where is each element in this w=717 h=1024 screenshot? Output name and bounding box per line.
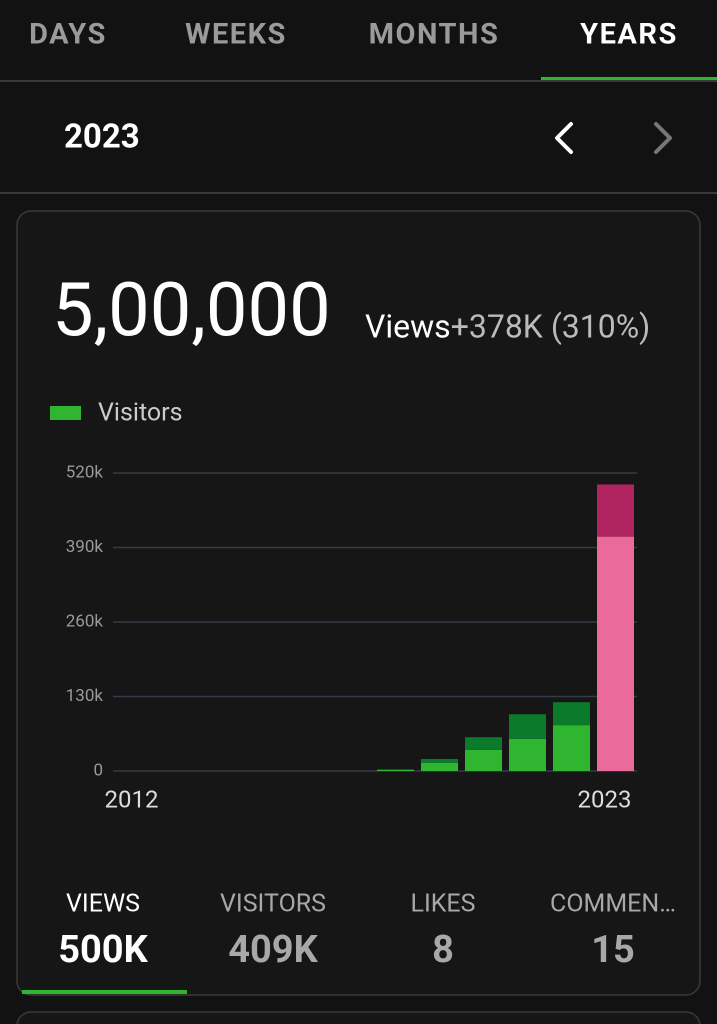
bar-segment	[465, 737, 502, 750]
tab-indicator	[541, 77, 717, 81]
summary: 5,00,000 Views +378K (310%)	[52, 268, 651, 355]
y-tick-label: 260k	[66, 611, 104, 631]
bar-segment	[553, 725, 590, 771]
tab[interactable]: MONTHS	[369, 18, 500, 52]
legend-swatch	[50, 406, 81, 420]
stat-label[interactable]: LIKES	[410, 890, 475, 919]
change: +378K (310%)	[451, 307, 651, 345]
bar-segment	[377, 769, 414, 771]
y-tick-label: 0	[93, 760, 103, 780]
next-card	[16, 1011, 701, 1024]
stats: VIEWS 500K VISITORS 409K LIKES 8 COMMEN… 15	[22, 890, 676, 994]
stat-label[interactable]: VIEWS	[66, 890, 140, 919]
legend-label: Visitors	[98, 399, 183, 428]
x-tick-label: 2023	[578, 785, 632, 813]
bar-segment	[597, 536, 634, 771]
unit: Views	[365, 307, 451, 345]
stat-value[interactable]: 409K	[228, 928, 318, 972]
y-tick-label: 520k	[66, 462, 104, 482]
bar-segment	[377, 769, 414, 770]
tab[interactable]: DAYS	[29, 18, 107, 52]
next-button	[654, 122, 672, 154]
total: 5,00,000	[52, 268, 331, 355]
x-tick-label: 2012	[105, 785, 159, 813]
bar-segment	[421, 758, 458, 763]
prev-button[interactable]	[555, 122, 573, 154]
stat-label[interactable]: VISITORS	[220, 890, 326, 919]
stat-label[interactable]: COMMEN…	[550, 890, 676, 919]
y-tick-label: 130k	[66, 686, 104, 706]
period: 2023	[64, 118, 140, 157]
tab[interactable]: YEARS	[580, 18, 678, 52]
tab-bar: DAYS WEEKS MONTHS YEARS	[29, 18, 717, 81]
bar-segment	[465, 749, 502, 771]
stat-indicator	[22, 990, 187, 994]
stat-value[interactable]: 15	[591, 928, 635, 972]
bar-segment	[553, 702, 590, 726]
y-tick-label: 390k	[66, 537, 104, 557]
card	[16, 210, 701, 996]
bar-segment	[421, 762, 458, 771]
bar-segment	[597, 484, 634, 537]
chart: Visitors 0 130k 260k 390k 520k 2012 2023	[50, 399, 637, 813]
stat-value[interactable]: 500K	[58, 928, 148, 972]
bar-segment	[509, 714, 546, 739]
stat-value[interactable]: 8	[432, 928, 454, 972]
bar-segment	[509, 738, 546, 771]
tab[interactable]: WEEKS	[185, 18, 287, 52]
